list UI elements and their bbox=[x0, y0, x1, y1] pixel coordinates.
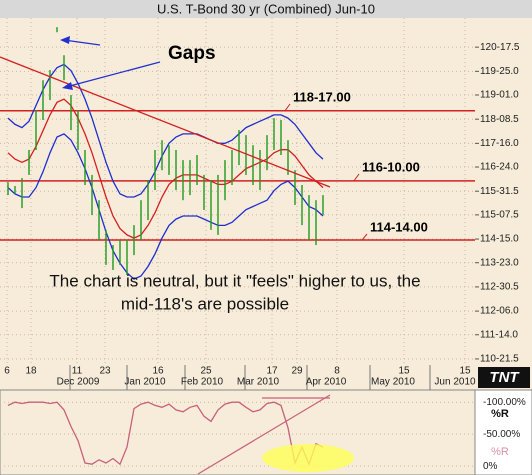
callout: Gaps bbox=[168, 43, 216, 64]
y-tick-label: 110-21.5 bbox=[480, 354, 519, 365]
overlay-line bbox=[7, 63, 324, 198]
comment: The chart is neutral, but it "feels" hig… bbox=[49, 271, 420, 290]
arrow-head bbox=[60, 36, 70, 44]
y-tick-label: 115-07.5 bbox=[480, 210, 519, 221]
plot-area bbox=[0, 18, 475, 365]
overlay-line bbox=[7, 98, 324, 239]
level-label: 118-17.00 bbox=[293, 89, 351, 104]
chart-title: U.S. T-Bond 30 yr (Combined) Jun-10 bbox=[157, 1, 375, 16]
trend-line bbox=[0, 56, 331, 188]
indicator-trend bbox=[197, 394, 331, 475]
level-label: 114-14.00 bbox=[370, 219, 428, 234]
indicator-label: %R bbox=[491, 446, 509, 458]
y-tick-label: 114-15.0 bbox=[480, 234, 519, 245]
y-tick-label: 117-16.0 bbox=[480, 138, 519, 149]
x-month-label: Jan 2010 bbox=[124, 377, 166, 388]
level-pointer bbox=[361, 233, 368, 241]
logo: TNT bbox=[489, 369, 520, 386]
y-tick-label: 116-24.0 bbox=[480, 162, 519, 173]
y-tick-label: 112-30.5 bbox=[480, 282, 519, 293]
indicator-label: %R bbox=[491, 408, 509, 420]
x-month-label: Apr 2010 bbox=[306, 377, 347, 388]
y-tick-label: 112-06.0 bbox=[480, 306, 519, 317]
y-tick-label: 119-01.0 bbox=[480, 90, 519, 101]
y-tick-label: 120-17.5 bbox=[480, 42, 520, 53]
logo-box bbox=[478, 367, 530, 388]
x-month-label: Jun 2010 bbox=[434, 377, 476, 388]
y-tick-label: 118-08.5 bbox=[480, 114, 519, 125]
y-tick-label: 111-14.0 bbox=[480, 329, 518, 340]
y-tick-label: -100.00% bbox=[483, 397, 526, 408]
x-day-label: 17 bbox=[266, 366, 278, 377]
indicator-line bbox=[7, 401, 324, 467]
arrow-head bbox=[62, 82, 73, 90]
level-label: 116-10.00 bbox=[362, 159, 420, 174]
x-month-label: Mar 2010 bbox=[237, 377, 280, 388]
comment: mid-118's are possible bbox=[121, 294, 289, 313]
x-day-label: 6 bbox=[4, 366, 10, 377]
x-day-label: 15 bbox=[459, 366, 471, 377]
x-month-label: May 2010 bbox=[371, 377, 415, 388]
y-tick-label: -50.00% bbox=[483, 429, 520, 440]
y-tick-label: 0% bbox=[483, 461, 498, 472]
level-pointer bbox=[353, 173, 360, 182]
overlay-line bbox=[7, 133, 324, 280]
x-axis-area bbox=[0, 365, 532, 390]
x-day-label: 15 bbox=[398, 366, 410, 377]
x-day-label: 18 bbox=[25, 366, 37, 377]
level-pointer bbox=[284, 103, 291, 112]
indicator-axis-area bbox=[474, 389, 532, 475]
x-month-label: Feb 2010 bbox=[181, 377, 224, 388]
title-bar bbox=[0, 0, 532, 18]
y-tick-label: 115-31.5 bbox=[480, 186, 519, 197]
arrow bbox=[63, 39, 101, 46]
x-day-label: 16 bbox=[152, 366, 164, 377]
x-month-label: Dec 2009 bbox=[57, 377, 100, 388]
x-day-label: 25 bbox=[200, 366, 212, 377]
x-day-label: 23 bbox=[99, 366, 111, 377]
highlight bbox=[262, 444, 354, 472]
x-day-label: 11 bbox=[72, 366, 83, 377]
axis-area bbox=[475, 18, 532, 365]
arrow bbox=[65, 61, 161, 88]
marks bbox=[0, 27, 475, 467]
x-day-label: 29 bbox=[291, 366, 303, 377]
y-tick-label: 113-23.0 bbox=[480, 257, 519, 268]
y-tick-label: 119-25.0 bbox=[480, 66, 519, 77]
x-day-label: 8 bbox=[334, 366, 340, 377]
